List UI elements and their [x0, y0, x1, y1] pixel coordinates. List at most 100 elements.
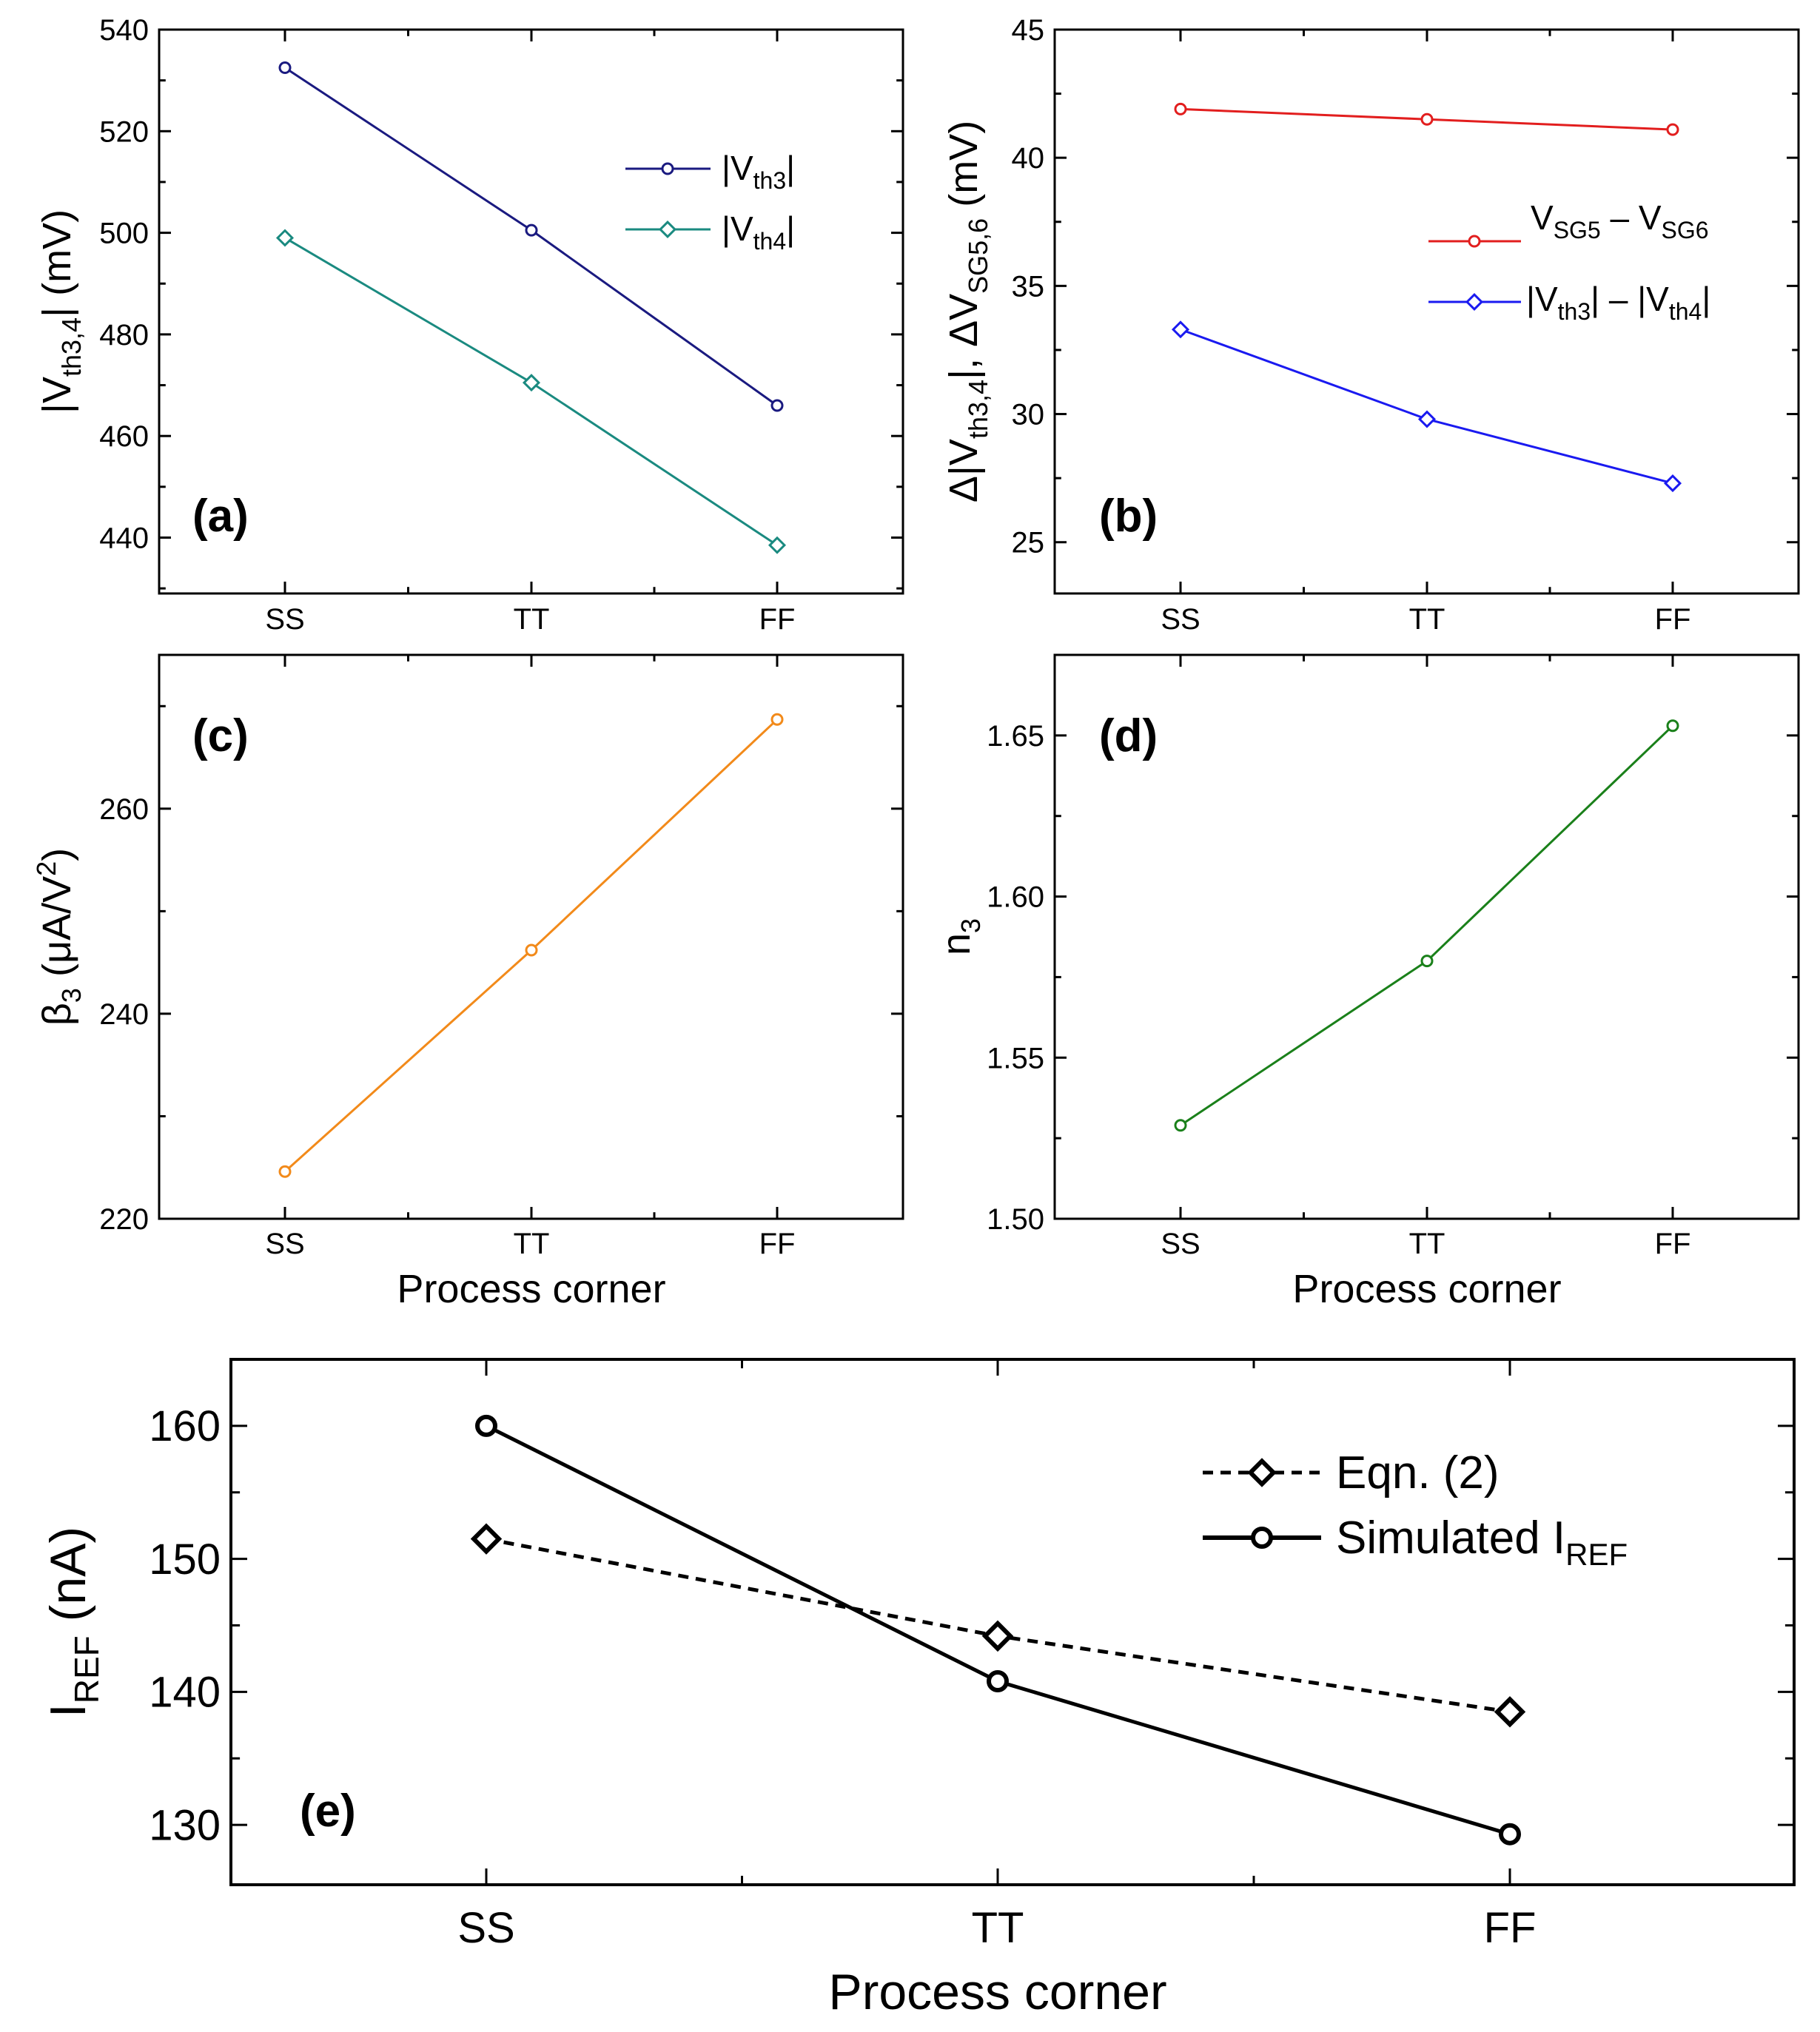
data-point — [1174, 102, 1187, 115]
panel-e: 130 140 150 160 SS TT FF Process corner IRE… — [40, 1358, 1796, 2020]
legend-label-sim: Simulated IREF — [1336, 1513, 1628, 1572]
axis-ticks — [1055, 28, 1799, 593]
axis-ticks — [159, 28, 903, 593]
legend-marker-eqn — [1247, 1458, 1277, 1487]
data-point — [1171, 320, 1190, 339]
y-tick-labels: 25 30 35 40 45 — [1012, 14, 1045, 559]
y-axis-title: n3 — [934, 918, 986, 955]
y-tick-labels: 440 460 480 500 520 540 — [99, 14, 149, 554]
series-group — [1174, 719, 1679, 1132]
y-tick-labels: 220 240 260 — [99, 793, 149, 1236]
panel-c: 220 240 260 SS TT FF Process corner β3 (μA… — [31, 653, 904, 1311]
y-tick-labels: 1.50 1.55 1.60 1.65 — [987, 720, 1044, 1236]
legend-marker-vth4 — [658, 220, 677, 239]
y-tick-label: 130 — [149, 1801, 221, 1849]
panel-label: (a) — [192, 491, 249, 542]
legend: Eqn. (2) Simulated IREF — [1203, 1447, 1628, 1572]
y-tick-labels: 130 140 150 160 — [149, 1402, 221, 1849]
x-axis-title: Process corner — [397, 1267, 665, 1311]
y-axis-title: IREF (nA) — [40, 1527, 106, 1718]
series-group — [275, 61, 787, 554]
axis-ticks — [159, 655, 903, 1220]
data-point — [275, 229, 295, 247]
x-tick-label: TT — [514, 603, 550, 636]
data-point — [278, 1165, 292, 1178]
x-tick-labels: SS TT FF — [265, 603, 795, 636]
data-point — [522, 374, 541, 392]
y-tick-label: 1.50 — [987, 1203, 1044, 1236]
data-point — [987, 1669, 1009, 1692]
x-tick-label: TT — [514, 1228, 550, 1260]
x-tick-label: FF — [1655, 603, 1691, 636]
y-tick-label: 440 — [99, 522, 149, 554]
panel-label: (e) — [300, 1786, 356, 1837]
x-tick-labels: SS TT FF — [1161, 603, 1690, 636]
legend: |Vth3| |Vth4| — [625, 149, 795, 255]
y-tick-label: 1.55 — [987, 1042, 1044, 1074]
y-tick-label: 45 — [1012, 14, 1045, 47]
plot-frame — [1053, 653, 1800, 1220]
legend-label-vsg: VSG5 – VSG6 — [1531, 198, 1709, 243]
data-point — [770, 399, 784, 412]
legend-marker-vsg — [1468, 235, 1481, 248]
x-tick-label: SS — [457, 1904, 514, 1952]
y-axis-title: β3 (μA/V2) — [31, 848, 87, 1026]
panel-d: 1.50 1.55 1.60 1.65 SS TT FF Process corner… — [934, 653, 1800, 1311]
x-tick-label: TT — [1409, 603, 1445, 636]
legend-marker-dvth — [1465, 292, 1484, 312]
y-tick-label: 150 — [149, 1535, 221, 1584]
data-point — [1420, 955, 1434, 968]
legend-marker-vth3 — [661, 162, 674, 175]
legend-label-vth3: |Vth3| — [722, 149, 795, 194]
x-tick-labels: SS TT FF — [457, 1904, 1536, 1952]
y-tick-label: 240 — [99, 998, 149, 1031]
legend-label-vth4: |Vth4| — [722, 209, 795, 255]
x-tick-label: SS — [1161, 1228, 1200, 1260]
axis-ticks — [231, 1358, 1794, 1885]
panel-label: (d) — [1099, 710, 1158, 761]
series-group — [470, 1414, 1526, 1846]
data-point — [1174, 1119, 1187, 1132]
y-tick-label: 520 — [99, 115, 149, 148]
data-point — [1494, 1696, 1526, 1728]
y-tick-label: 40 — [1012, 142, 1045, 175]
series-line — [284, 237, 778, 547]
legend: VSG5 – VSG6 |Vth3| – |Vth4| — [1428, 198, 1710, 325]
data-point — [278, 61, 292, 74]
y-tick-label: 540 — [99, 14, 149, 47]
x-tick-label: TT — [1409, 1228, 1445, 1260]
x-tick-label: TT — [972, 1904, 1024, 1952]
x-tick-label: SS — [1161, 603, 1200, 636]
y-tick-label: 25 — [1012, 527, 1045, 559]
data-point — [1666, 123, 1679, 136]
y-tick-label: 35 — [1012, 270, 1045, 303]
data-point — [470, 1523, 503, 1555]
axis-ticks — [1055, 655, 1799, 1220]
data-point — [525, 223, 538, 237]
y-tick-label: 1.65 — [987, 720, 1044, 753]
y-tick-label: 500 — [99, 218, 149, 250]
x-tick-label: FF — [759, 1228, 796, 1260]
x-tick-label: FF — [1484, 1904, 1537, 1952]
x-tick-label: FF — [759, 603, 796, 636]
y-tick-label: 1.60 — [987, 881, 1044, 914]
panel-label: (b) — [1099, 491, 1158, 542]
data-point — [981, 1620, 1014, 1652]
legend-marker-sim — [1251, 1527, 1273, 1549]
x-tick-labels: SS TT FF — [1161, 1228, 1690, 1260]
y-tick-label: 160 — [149, 1402, 221, 1450]
y-tick-label: 140 — [149, 1669, 221, 1717]
legend-label-eqn: Eqn. (2) — [1336, 1447, 1500, 1498]
x-tick-labels: SS TT FF — [265, 1228, 795, 1260]
data-point — [525, 943, 538, 957]
data-point — [1417, 410, 1437, 428]
y-axis-title: Δ|Vth3,4|, ΔVSG5,6 (mV) — [941, 121, 993, 502]
legend-label-dvth: |Vth3| – |Vth4| — [1526, 280, 1710, 325]
plot-frame — [158, 653, 904, 1220]
data-point — [1420, 112, 1434, 126]
x-axis-title: Process corner — [828, 1964, 1166, 2020]
series-line — [1180, 724, 1674, 1126]
data-point — [1666, 719, 1679, 733]
y-tick-label: 260 — [99, 793, 149, 826]
y-tick-label: 220 — [99, 1203, 149, 1236]
